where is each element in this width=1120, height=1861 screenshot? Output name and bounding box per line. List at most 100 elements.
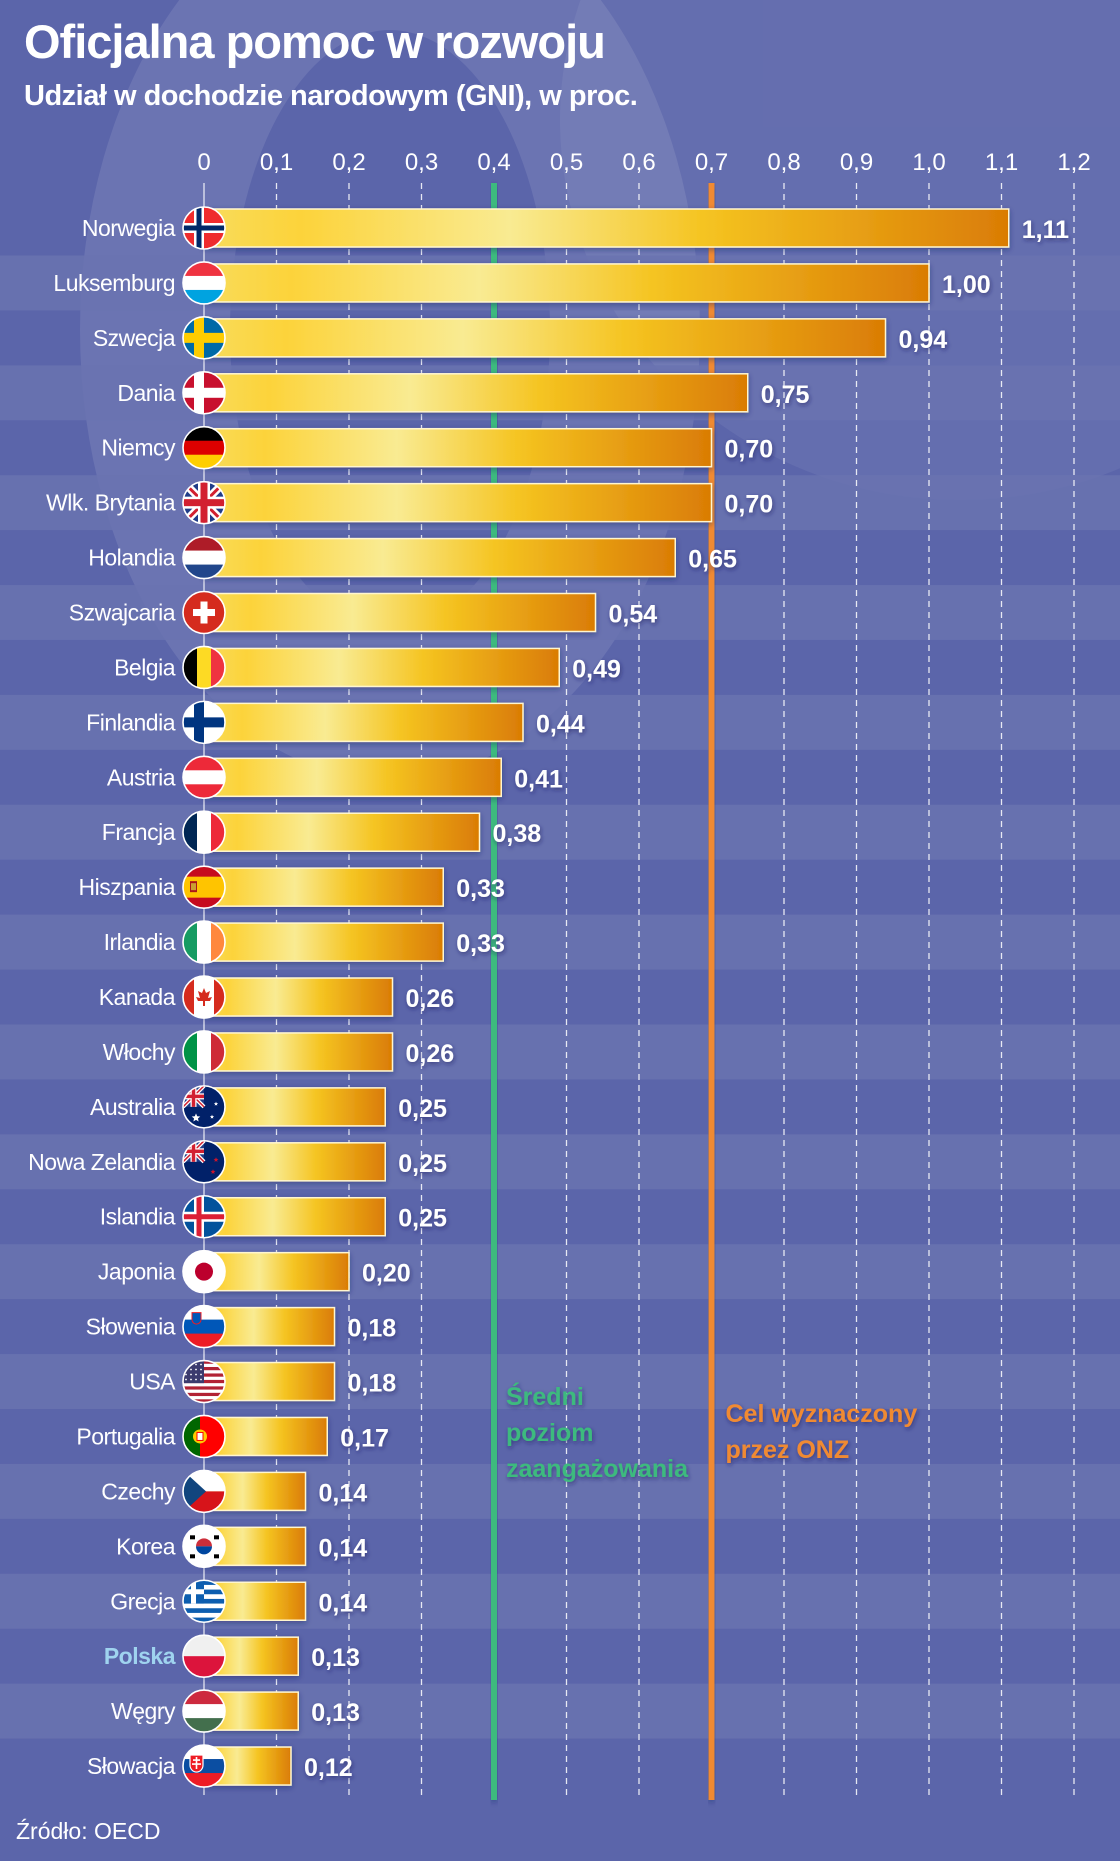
bar: [203, 318, 887, 358]
x-axis-ticks: 0 0,1 0,2 0,3 0,4 0,5 0,6 0,7 0,8 0,9 1,0 1,1 1,2: [197, 149, 1090, 176]
value-label: 0,26: [406, 1040, 455, 1068]
category-label: Słowacja: [87, 1753, 176, 1779]
category-label: Grecja: [110, 1588, 175, 1614]
bar: [203, 867, 444, 907]
source-note: Źródło: OECD: [16, 1818, 161, 1844]
netherlands-flag-icon: [182, 535, 226, 580]
uk-flag-icon: [182, 480, 226, 525]
switzerland-flag-icon: [182, 590, 226, 635]
value-label: 0,70: [725, 491, 774, 519]
category-label: Czechy: [101, 1478, 176, 1504]
value-label: 0,70: [725, 436, 774, 464]
value-label: 0,14: [319, 1479, 368, 1507]
x-tick-label: 0: [197, 149, 210, 176]
value-label: 0,25: [398, 1205, 447, 1233]
value-label: 0,33: [456, 875, 505, 903]
bar: [203, 647, 560, 688]
x-tick-label: 0,6: [622, 149, 655, 176]
un-target-reference-line: [708, 183, 715, 1800]
value-label: 0,18: [348, 1370, 397, 1398]
un-target-annotation-line: Cel wyznaczony: [726, 1400, 918, 1428]
category-label: Węgry: [111, 1698, 176, 1724]
slovenia-flag-icon: [182, 1304, 226, 1349]
x-tick-label: 0,1: [260, 149, 293, 176]
value-label: 0,18: [348, 1315, 397, 1343]
category-label: Irlandia: [104, 929, 176, 955]
x-tick-label: 0,4: [477, 149, 510, 176]
x-tick-label: 1,0: [912, 149, 945, 176]
australia-flag-icon: [182, 1085, 226, 1129]
bar: [203, 1416, 328, 1457]
value-label: 0,44: [536, 710, 585, 738]
category-label: Wlk. Brytania: [46, 490, 176, 516]
canada-flag-icon: [182, 975, 226, 1019]
spain-flag-icon: [182, 865, 226, 909]
bar: [203, 427, 713, 468]
bar: [203, 922, 444, 962]
value-label: 0,75: [761, 381, 810, 409]
category-label: Hiszpania: [79, 874, 176, 900]
new-zealand-flag-icon: [182, 1140, 226, 1184]
value-label: 0,20: [362, 1260, 411, 1288]
x-tick-label: 0,8: [767, 149, 800, 176]
value-label: 0,17: [340, 1424, 389, 1452]
usa-flag-icon: [182, 1359, 226, 1404]
value-label: 0,38: [493, 820, 542, 848]
category-label: Norwegia: [82, 215, 176, 241]
chart-subtitle: Udział w dochodzie narodowym (GNI), w pr…: [24, 80, 638, 112]
germany-flag-icon: [182, 425, 226, 470]
japan-flag-icon: [182, 1249, 226, 1294]
category-label: USA: [129, 1369, 176, 1395]
x-tick-label: 0,5: [550, 149, 583, 176]
category-label: Holandia: [88, 545, 175, 571]
value-label: 0,33: [456, 930, 505, 958]
czech-flag-icon: [182, 1469, 226, 1514]
x-tick-label: 1,1: [985, 149, 1018, 176]
bar: [203, 702, 524, 743]
value-label: 0,14: [319, 1589, 368, 1617]
poland-flag-icon: [182, 1634, 226, 1678]
category-label: Dania: [117, 380, 175, 406]
average-annotation-line: poziom: [506, 1419, 594, 1447]
belgium-flag-icon: [182, 645, 226, 690]
luxembourg-flag-icon: [182, 261, 226, 305]
bar: [203, 812, 481, 852]
category-label: Austria: [107, 764, 176, 790]
bar: [203, 757, 502, 798]
bar: [203, 977, 394, 1017]
slovakia-flag-icon: [182, 1744, 226, 1788]
denmark-flag-icon: [182, 370, 226, 415]
bar: [203, 373, 749, 413]
value-label: 0,25: [398, 1095, 447, 1123]
category-label: Włochy: [103, 1039, 176, 1065]
iceland-flag-icon: [182, 1194, 226, 1239]
value-label: 0,13: [311, 1699, 360, 1727]
hungary-flag-icon: [182, 1689, 226, 1733]
average-annotation-line: zaangażowania: [506, 1455, 689, 1483]
category-label: Luksemburg: [53, 270, 175, 296]
bar: [203, 592, 597, 633]
bar: [203, 1032, 394, 1072]
value-label: 0,41: [514, 765, 563, 793]
greece-flag-icon: [182, 1579, 226, 1624]
category-label: Nowa Zelandia: [28, 1149, 176, 1175]
category-labels: Norwegia Luksemburg Szwecja Dania Niemcy Wlk.…: [28, 215, 177, 1779]
bar: [203, 263, 930, 303]
x-tick-label: 0,9: [840, 149, 873, 176]
bar: [203, 482, 713, 523]
finland-flag-icon: [182, 700, 226, 745]
category-label: Słowenia: [86, 1314, 176, 1340]
bar: [203, 1196, 386, 1237]
value-label: 0,94: [899, 326, 948, 354]
category-label: Portugalia: [76, 1423, 175, 1449]
value-label: 0,49: [572, 655, 621, 683]
value-label: 0,26: [406, 985, 455, 1013]
value-label: 0,54: [609, 601, 658, 629]
category-label: Polska: [104, 1643, 176, 1669]
x-tick-label: 0,3: [405, 149, 438, 176]
category-label: Japonia: [98, 1259, 176, 1285]
x-tick-label: 1,2: [1057, 149, 1090, 176]
flags: [182, 206, 226, 1788]
value-label: 0,65: [688, 546, 737, 574]
